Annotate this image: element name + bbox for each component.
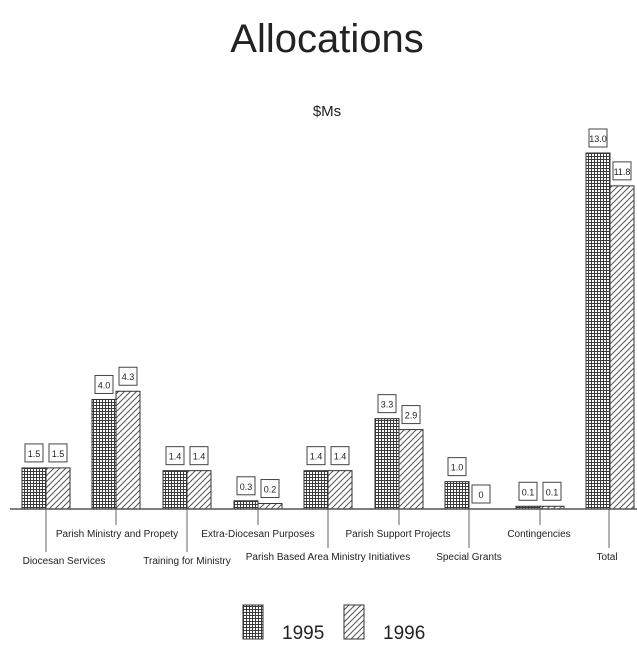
category-label-2: Training for Ministry [143, 556, 230, 567]
value-label-1995-6: 1.0 [451, 463, 464, 473]
category-label-3: Extra-Diocesan Purposes [201, 529, 314, 540]
bar-1995-2 [162, 470, 188, 510]
value-label-1995-7: 0.1 [522, 487, 535, 497]
value-label-1995-0: 1.5 [28, 449, 41, 459]
value-label-box-1995-3 [236, 476, 256, 496]
bar-1995-6 [444, 481, 470, 510]
value-label-box-1995-1 [94, 374, 114, 394]
bar-1995-1 [91, 398, 117, 510]
value-label-box-1996-7 [542, 481, 562, 501]
bar-1995-5 [374, 418, 400, 510]
value-label-1995-8: 13.0 [589, 134, 607, 144]
value-label-1996-5: 2.9 [405, 411, 418, 421]
value-label-1996-2: 1.4 [193, 452, 206, 462]
value-label-box-1995-2 [165, 446, 185, 466]
category-label-0: Diocesan Services [23, 556, 106, 567]
category-label-5: Parish Support Projects [345, 529, 450, 540]
value-label-box-1996-4 [330, 446, 350, 466]
plot-area: 1.5 1.5 Diocesan Services 4.0 4.3 Parish Mini… [21, 128, 635, 567]
value-label-1995-2: 1.4 [169, 452, 182, 462]
category-label-8: Total [596, 552, 617, 563]
value-label-box-1996-2 [189, 446, 209, 466]
bar-1996-4 [327, 470, 353, 510]
bar-1995-4 [303, 470, 329, 510]
value-label-1995-4: 1.4 [310, 452, 323, 462]
bar-1996-3 [257, 503, 283, 510]
value-label-box-1996-6 [471, 484, 491, 504]
value-label-1996-8: 11.8 [614, 167, 631, 177]
value-label-1995-5: 3.3 [381, 400, 394, 410]
value-label-1996-6: 0 [478, 490, 483, 500]
bar-1995-3 [233, 500, 259, 510]
value-label-box-1996-5 [401, 405, 421, 425]
bar-1995-8 [585, 152, 611, 510]
value-label-box-1995-4 [306, 446, 326, 466]
chart-subtitle: $Ms [313, 103, 341, 120]
value-label-1996-7: 0.1 [546, 487, 559, 497]
value-label-1996-0: 1.5 [52, 449, 65, 459]
bar-1996-8 [609, 185, 635, 510]
bar-1996-0 [45, 467, 71, 510]
bar-1995-0 [21, 467, 47, 510]
value-label-box-1996-0 [48, 443, 68, 463]
legend-label-1995: 1995 [282, 623, 324, 644]
value-label-1996-4: 1.4 [334, 452, 347, 462]
legend: 1995 1996 [242, 604, 425, 644]
bar-1996-1 [115, 390, 141, 510]
value-label-1996-3: 0.2 [264, 485, 277, 495]
legend-swatch-1995 [242, 604, 264, 640]
value-label-1995-3: 0.3 [240, 482, 253, 492]
category-label-7: Contingencies [507, 529, 570, 540]
value-label-1995-1: 4.0 [98, 380, 111, 390]
value-label-box-1995-5 [377, 394, 397, 414]
bar-1996-5 [398, 429, 424, 510]
legend-swatch-1996 [343, 604, 365, 640]
legend-label-1996: 1996 [383, 623, 425, 644]
chart-title: Allocations [230, 17, 423, 61]
value-label-box-1995-6 [447, 457, 467, 477]
value-label-box-1996-1 [118, 366, 138, 386]
value-label-box-1995-0 [24, 443, 44, 463]
value-label-box-1996-3 [260, 479, 280, 499]
value-label-box-1996-8 [612, 161, 632, 181]
value-label-1996-1: 4.3 [122, 372, 135, 382]
category-label-4: Parish Based Area Ministry Initiatives [246, 552, 411, 563]
value-label-box-1995-7 [518, 481, 538, 501]
category-label-6: Special Grants [436, 552, 502, 563]
bar-1996-2 [186, 470, 212, 510]
category-label-1: Parish Ministry and Propety [56, 529, 178, 540]
value-label-box-1995-8 [588, 128, 608, 148]
